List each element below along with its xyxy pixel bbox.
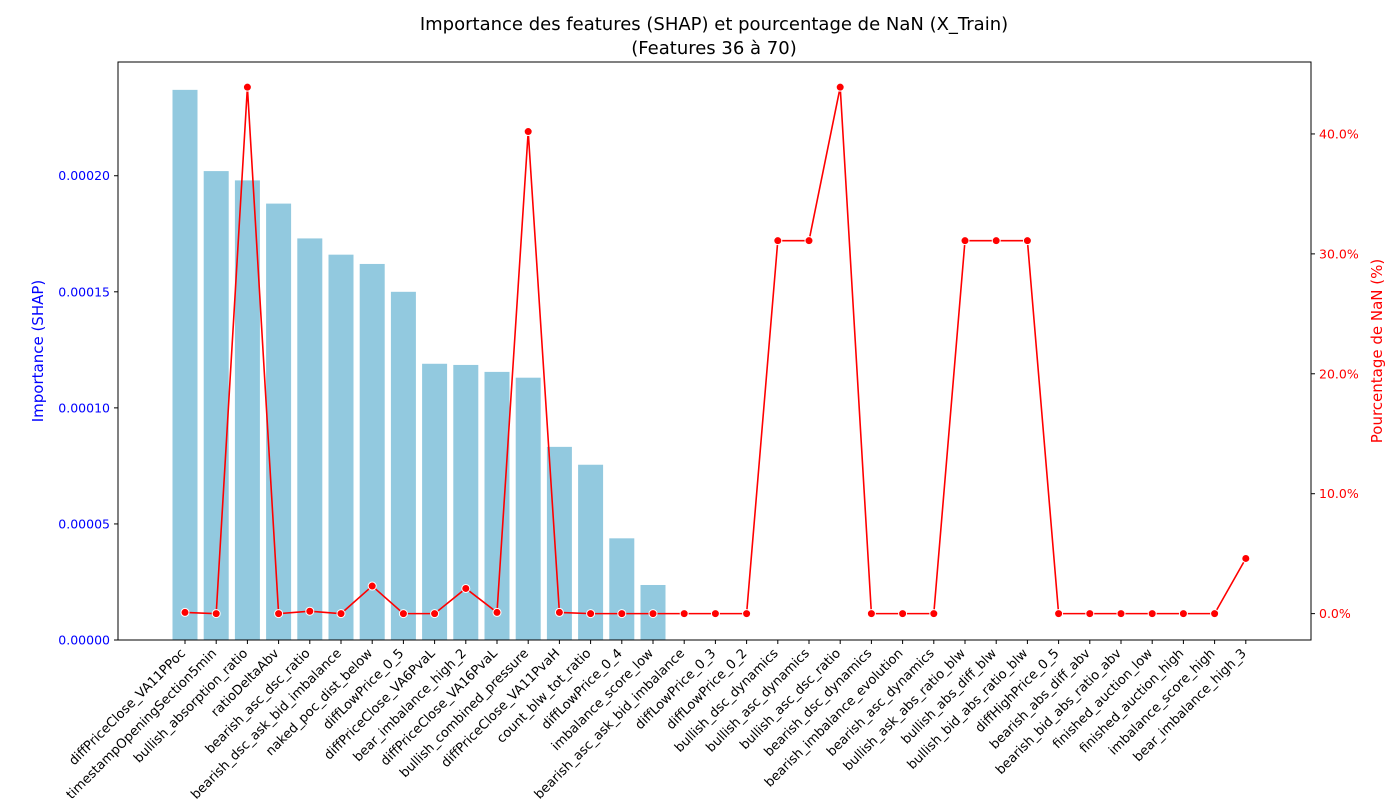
nan-point xyxy=(866,609,876,619)
nan-point xyxy=(742,609,752,619)
x-tick-label: timestampOpeningSection5min xyxy=(64,646,220,800)
nan-point xyxy=(242,82,252,92)
nan-point xyxy=(617,609,627,619)
nan-point xyxy=(274,609,284,619)
y-axis-label-right: Pourcentage de NaN (%) xyxy=(1368,259,1386,443)
nan-point xyxy=(1085,609,1095,619)
right-y-axis: 0.0% 10.0% 20.0% 30.0% 40.0% xyxy=(1311,126,1359,621)
nan-point xyxy=(648,609,658,619)
shap-bar xyxy=(297,238,323,641)
chart-subtitle: (Features 36 à 70) xyxy=(631,38,796,59)
shap-bar xyxy=(422,363,448,640)
y-axis-label-left: Importance (SHAP) xyxy=(29,280,47,423)
nan-point xyxy=(710,609,720,619)
bar-series xyxy=(172,89,666,641)
x-axis: diffPriceClose_VA11PPoctimestampOpeningS… xyxy=(64,640,1250,800)
shap-bar xyxy=(609,538,635,640)
nan-point xyxy=(804,236,814,246)
nan-point xyxy=(1147,609,1157,619)
nan-point xyxy=(211,609,221,619)
nan-point xyxy=(586,609,596,619)
left-y-tick-label: 0.00005 xyxy=(58,516,110,531)
nan-point xyxy=(679,609,689,619)
shap-bar xyxy=(515,377,541,640)
x-tick-label: diffPriceClose_VA11PPoc xyxy=(66,646,189,769)
nan-point xyxy=(1116,609,1126,619)
nan-point xyxy=(492,607,502,617)
nan-line-series xyxy=(180,82,1251,619)
shap-bar xyxy=(484,371,510,640)
right-y-tick-label: 40.0% xyxy=(1319,126,1359,141)
nan-point xyxy=(1022,236,1032,246)
nan-point xyxy=(773,236,783,246)
nan-point xyxy=(336,609,346,619)
shap-bar xyxy=(266,203,292,640)
nan-point xyxy=(835,82,845,92)
nan-point xyxy=(1054,609,1064,619)
nan-point xyxy=(929,609,939,619)
shap-bar xyxy=(359,263,385,640)
nan-point xyxy=(180,607,190,617)
nan-point xyxy=(367,581,377,591)
left-y-tick-label: 0.00020 xyxy=(58,168,110,183)
nan-point xyxy=(554,607,564,617)
left-y-tick-label: 0.00010 xyxy=(58,400,110,415)
nan-point xyxy=(960,236,970,246)
left-y-axis: 0.00000 0.00005 0.00010 0.00015 0.00020 xyxy=(58,168,118,648)
plot-frame xyxy=(117,61,1312,641)
left-y-tick-label: 0.00015 xyxy=(58,284,110,299)
nan-point xyxy=(898,609,908,619)
nan-point xyxy=(1210,609,1220,619)
right-y-tick-label: 0.0% xyxy=(1319,606,1351,621)
nan-point xyxy=(461,583,471,593)
nan-point xyxy=(305,606,315,616)
nan-point xyxy=(991,236,1001,246)
shap-bar xyxy=(234,180,260,640)
left-y-tick-label: 0.00000 xyxy=(58,633,110,648)
nan-point xyxy=(430,609,440,619)
right-y-tick-label: 10.0% xyxy=(1319,486,1359,501)
nan-point xyxy=(1178,609,1188,619)
nan-point xyxy=(1241,553,1251,563)
nan-point xyxy=(398,609,408,619)
shap-bar xyxy=(203,171,229,640)
shap-bar xyxy=(172,89,198,641)
shap-bar xyxy=(390,291,416,640)
right-y-tick-label: 20.0% xyxy=(1319,366,1359,381)
chart-title: Importance des features (SHAP) et pource… xyxy=(420,14,1008,35)
right-y-tick-label: 30.0% xyxy=(1319,246,1359,261)
shap-bar xyxy=(453,364,479,640)
nan-point xyxy=(523,127,533,137)
shap-bar xyxy=(328,254,354,641)
